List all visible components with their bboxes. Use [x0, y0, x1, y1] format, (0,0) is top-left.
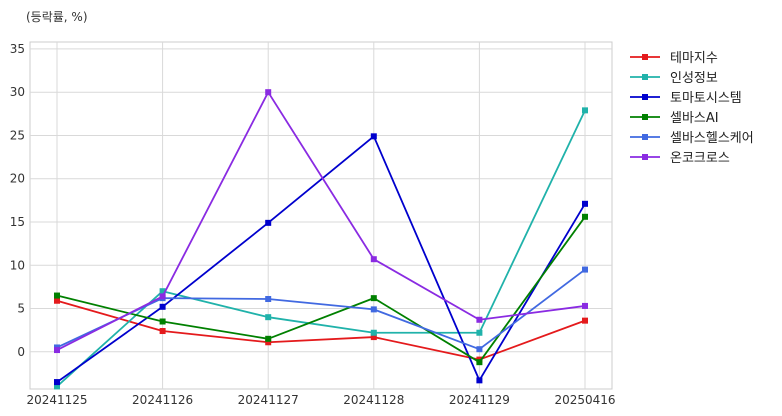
- x-tick-label: 20250416: [554, 393, 615, 407]
- legend-label: 토마토시스템: [670, 91, 742, 106]
- data-point: [476, 316, 483, 323]
- data-point: [582, 302, 588, 309]
- data-point: [159, 293, 166, 300]
- plot-area: [29, 41, 613, 390]
- data-point: [159, 303, 166, 310]
- y-tick-label: 25: [10, 128, 25, 142]
- data-point: [54, 379, 60, 386]
- data-point: [265, 339, 272, 346]
- data-point: [370, 306, 377, 313]
- legend-label: 셀바스헬스케어: [670, 131, 754, 146]
- data-point: [265, 335, 272, 342]
- data-point: [265, 219, 272, 226]
- data-point: [582, 317, 588, 324]
- data-point: [582, 266, 588, 273]
- y-tick-label: 30: [10, 85, 25, 99]
- data-point: [370, 133, 377, 140]
- y-tick-label: 20: [10, 172, 25, 186]
- series-line: [56, 135, 586, 383]
- data-point: [159, 318, 166, 325]
- data-point: [54, 347, 60, 354]
- data-point: [476, 329, 483, 336]
- data-point: [582, 213, 588, 220]
- legend-label: 온코크로스: [670, 151, 730, 166]
- data-point: [370, 329, 377, 336]
- legend-label: 셀바스AI: [670, 111, 719, 126]
- legend-marker: [642, 154, 648, 160]
- data-point: [476, 377, 483, 384]
- data-point: [370, 334, 377, 341]
- series-line: [56, 268, 586, 351]
- y-tick-label: 15: [10, 215, 25, 229]
- data-point: [582, 107, 588, 114]
- x-tick-label: 20241127: [238, 393, 299, 407]
- data-point: [159, 328, 166, 335]
- y-tick-label: 5: [17, 302, 25, 316]
- series-line: [56, 216, 586, 364]
- legend-marker: [642, 54, 648, 60]
- x-tick-label: 20241128: [343, 393, 404, 407]
- data-point: [265, 314, 272, 321]
- series-line: [56, 91, 586, 351]
- data-point: [54, 292, 60, 299]
- legend-label: 테마지수: [670, 51, 718, 66]
- data-point: [54, 297, 60, 304]
- data-point: [370, 256, 377, 263]
- x-tick-label: 20241126: [132, 393, 193, 407]
- data-point: [159, 288, 166, 295]
- legend-marker: [642, 114, 648, 120]
- data-point: [265, 89, 272, 96]
- y-unit-label: (등락률, %): [26, 10, 88, 24]
- x-tick-label: 20241125: [26, 393, 87, 407]
- y-tick-label: 10: [10, 258, 25, 272]
- data-point: [476, 346, 483, 353]
- data-point: [582, 200, 588, 207]
- legend-marker: [642, 74, 648, 80]
- legend-marker: [642, 134, 648, 140]
- y-tick-label: 35: [10, 42, 25, 56]
- y-tick-label: 0: [17, 345, 25, 359]
- data-point: [265, 296, 272, 303]
- legend-marker: [642, 94, 648, 100]
- data-point: [54, 383, 60, 390]
- data-point: [476, 359, 483, 366]
- series-line: [56, 299, 586, 361]
- x-tick-label: 20241129: [449, 393, 510, 407]
- data-point: [370, 295, 377, 302]
- legend-label: 인성정보: [670, 71, 718, 86]
